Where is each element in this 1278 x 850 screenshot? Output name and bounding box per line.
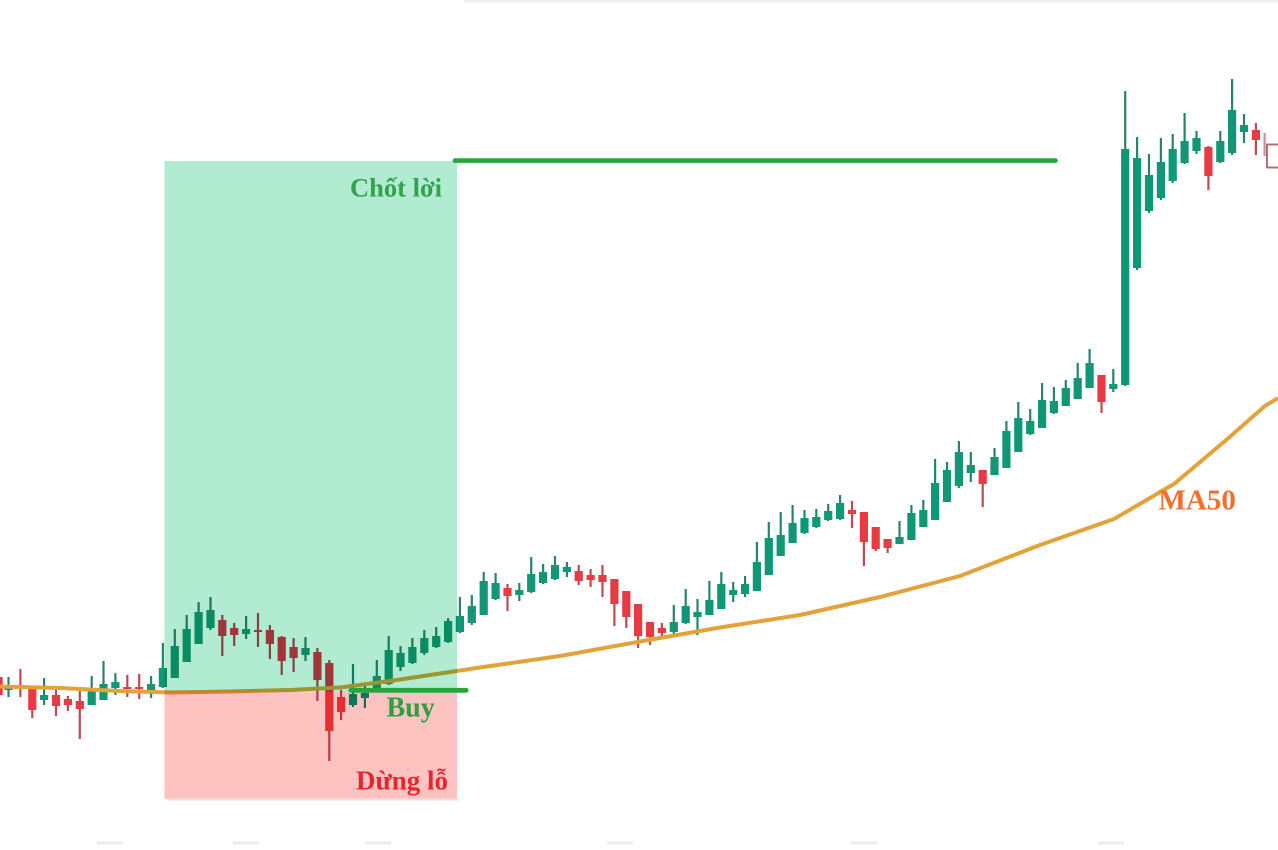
svg-text:Buy: Buy: [387, 693, 435, 724]
svg-text:Dừng lỗ: Dừng lỗ: [356, 766, 448, 796]
svg-text:Chốt lời: Chốt lời: [350, 173, 442, 203]
svg-text:MA50: MA50: [1159, 485, 1236, 517]
